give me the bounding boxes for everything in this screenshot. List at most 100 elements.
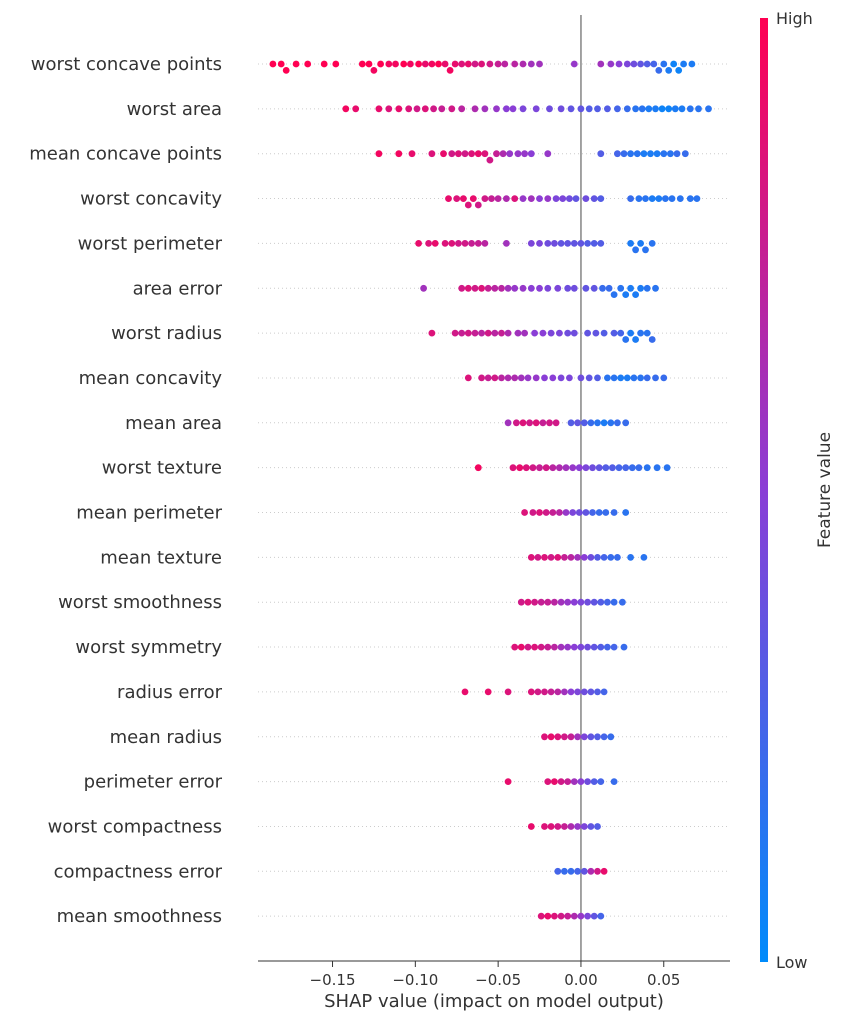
shap-point	[534, 554, 542, 561]
shap-point	[461, 240, 469, 247]
shap-point	[474, 464, 482, 472]
shap-point	[562, 509, 570, 516]
shap-point	[498, 329, 505, 337]
shap-point	[590, 912, 598, 920]
shap-point	[544, 195, 552, 203]
shap-point	[556, 464, 563, 472]
shap-point	[455, 150, 462, 158]
shap-point	[448, 240, 456, 247]
shap-point	[358, 60, 366, 68]
shap-point	[574, 733, 581, 741]
shap-point	[544, 778, 552, 785]
x-tick-label: 0.00	[564, 971, 597, 989]
feature-label: mean perimeter	[76, 503, 222, 524]
shap-point	[440, 150, 447, 158]
shap-point	[628, 464, 636, 472]
shap-point	[614, 419, 621, 427]
shap-point	[377, 60, 384, 68]
shap-point	[481, 105, 489, 113]
shap-point	[645, 105, 653, 113]
shap-point	[536, 240, 543, 247]
shap-point	[511, 643, 519, 651]
shap-point	[620, 150, 628, 158]
colorbar-title: Feature value	[815, 432, 835, 548]
shap-point	[610, 374, 618, 382]
shap-point	[514, 150, 522, 158]
shap-point	[546, 105, 553, 113]
shap-point	[539, 419, 547, 427]
shap-point	[544, 912, 552, 920]
shap-point	[365, 60, 373, 68]
shap-point	[506, 150, 514, 158]
shap-point	[559, 195, 567, 203]
shap-point	[516, 464, 524, 472]
shap-point	[607, 419, 615, 427]
shap-point	[464, 284, 472, 292]
shap-point	[597, 195, 605, 203]
shap-point	[584, 643, 591, 651]
shap-point	[627, 195, 634, 203]
shap-point	[584, 912, 591, 920]
row-gridlines	[258, 63, 730, 917]
shap-point	[610, 778, 618, 785]
shap-point	[509, 464, 517, 472]
shap-point	[627, 284, 634, 292]
shap-point	[705, 105, 712, 113]
feature-label: mean area	[125, 413, 222, 434]
shap-point	[597, 150, 605, 158]
shap-point	[575, 464, 583, 472]
shap-point	[304, 60, 312, 68]
shap-point	[597, 598, 605, 606]
shap-point	[551, 912, 558, 920]
shap-point	[527, 688, 535, 696]
shap-point	[564, 240, 572, 247]
shap-point	[541, 554, 548, 561]
feature-label: mean smoothness	[57, 906, 222, 927]
shap-point	[527, 150, 535, 158]
shap-point	[464, 60, 472, 68]
shap-point	[566, 374, 573, 382]
shap-point	[527, 60, 535, 68]
shap-point	[577, 240, 585, 247]
shap-point	[451, 329, 459, 337]
shap-point	[665, 67, 673, 74]
shap-point	[521, 509, 528, 516]
shap-point	[604, 105, 611, 113]
shap-point	[458, 329, 466, 337]
shap-point	[529, 509, 537, 516]
shap-point	[458, 105, 466, 113]
shap-point	[567, 419, 575, 427]
shap-point	[589, 509, 596, 516]
feature-label: area error	[133, 278, 223, 299]
shap-point	[570, 598, 578, 606]
shap-point	[627, 150, 634, 158]
shap-point	[557, 374, 565, 382]
shap-point	[567, 733, 575, 741]
shap-point	[570, 284, 578, 292]
shap-point	[557, 643, 565, 651]
shap-point	[622, 291, 630, 298]
shap-point	[610, 598, 618, 606]
colorbar: High Low Feature value	[760, 9, 835, 972]
shap-point	[570, 778, 578, 785]
shap-point	[562, 464, 570, 472]
shap-point	[681, 150, 689, 158]
shap-point	[468, 240, 475, 247]
shap-point	[617, 284, 625, 292]
shap-point	[570, 912, 578, 920]
shap-point	[642, 195, 649, 203]
shap-point	[547, 554, 555, 561]
shap-point	[464, 201, 472, 209]
shap-point	[292, 60, 300, 68]
shap-point	[509, 105, 517, 113]
shap-point	[582, 464, 590, 472]
feature-label: mean concavity	[79, 368, 223, 389]
shap-point	[474, 240, 482, 247]
shap-point	[676, 195, 684, 203]
shap-point	[587, 733, 595, 741]
shap-point	[320, 60, 328, 68]
shap-point	[557, 240, 565, 247]
shap-point	[597, 643, 605, 651]
shap-point	[445, 195, 452, 203]
shap-point	[630, 60, 638, 68]
